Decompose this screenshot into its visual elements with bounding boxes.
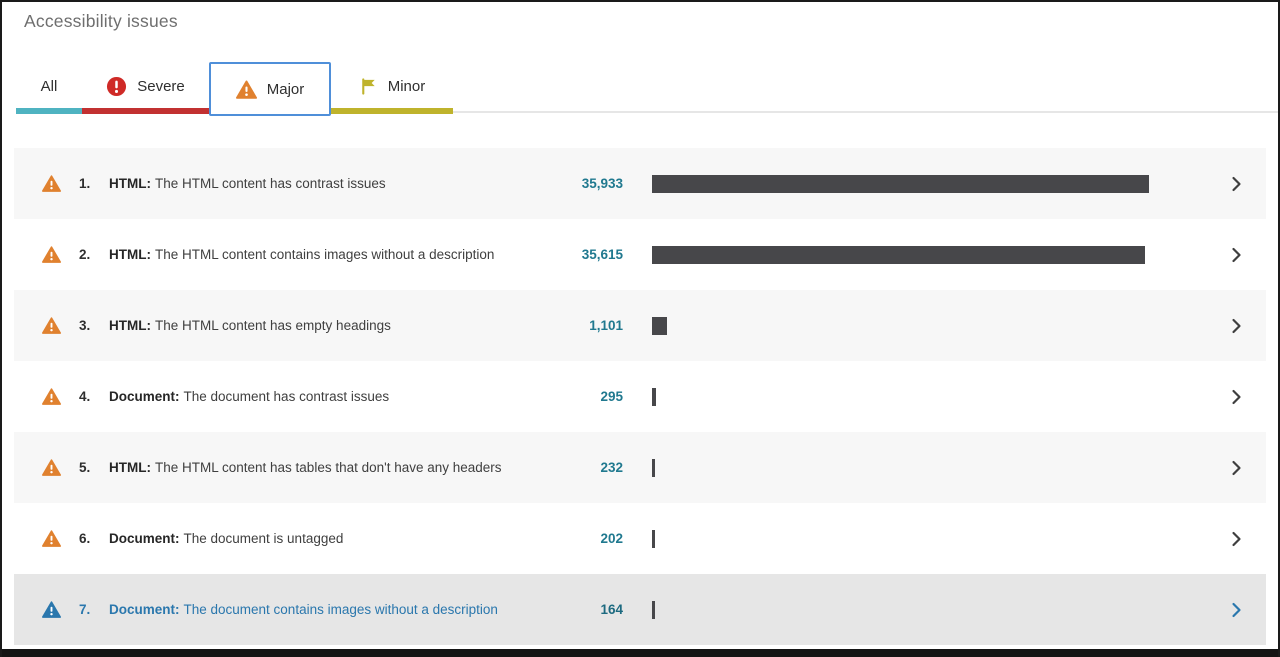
tabbar-baseline <box>453 111 1278 113</box>
warning-triangle-icon <box>42 317 62 334</box>
warning-triangle-icon <box>42 459 62 476</box>
issue-bar-track <box>652 245 1152 264</box>
issue-bar-track <box>652 174 1152 193</box>
bottom-bar <box>2 649 1278 657</box>
issue-count: 35,615 <box>581 247 623 262</box>
issue-row[interactable]: 6. Document: The document is untagged 202 <box>14 503 1266 574</box>
issue-count: 295 <box>600 389 623 404</box>
issue-description: HTML: The HTML content contains images wi… <box>109 247 547 262</box>
issue-row[interactable]: 7. Document: The document contains images… <box>14 574 1266 645</box>
issue-category: HTML: <box>109 247 151 262</box>
warning-triangle-icon <box>42 246 62 263</box>
issue-row[interactable]: 3. HTML: The HTML content has empty headi… <box>14 290 1266 361</box>
issue-category: HTML: <box>109 318 151 333</box>
issue-row[interactable]: 5. HTML: The HTML content has tables that… <box>14 432 1266 503</box>
issue-rank: 3. <box>79 318 91 333</box>
issue-category: HTML: <box>109 460 151 475</box>
issue-row[interactable]: 1. HTML: The HTML content has contrast is… <box>14 148 1266 219</box>
issue-description: Document: The document has contrast issue… <box>109 389 547 404</box>
issue-category: Document: <box>109 531 180 546</box>
issue-text: The HTML content contains images without… <box>154 247 495 262</box>
issue-bar-track <box>652 458 1152 477</box>
issue-bar <box>652 529 655 548</box>
tab-severe-label: Severe <box>137 77 185 95</box>
issue-count: 232 <box>600 460 623 475</box>
panel-title: Accessibility issues <box>24 11 178 31</box>
chevron-right-icon[interactable] <box>1231 531 1242 547</box>
tab-severe[interactable]: Severe <box>82 64 209 114</box>
issue-bar <box>652 387 656 406</box>
warning-triangle-icon <box>42 175 62 192</box>
issue-count: 164 <box>600 602 623 617</box>
chevron-right-icon[interactable] <box>1231 247 1242 263</box>
issue-bar-track <box>652 529 1152 548</box>
chevron-right-icon[interactable] <box>1231 602 1242 618</box>
tab-minor[interactable]: Minor <box>331 64 453 114</box>
severity-tabbar: All Severe Major <box>2 58 1278 116</box>
issue-category: Document: <box>109 602 180 617</box>
issue-rank: 7. <box>79 602 91 617</box>
issue-bar-track <box>652 387 1152 406</box>
tab-all-label: All <box>40 77 58 95</box>
severe-exclamation-circle-icon <box>106 76 127 97</box>
issue-text: The HTML content has empty headings <box>154 318 391 333</box>
chevron-right-icon[interactable] <box>1231 176 1242 192</box>
issue-category: Document: <box>109 389 180 404</box>
issue-rank: 1. <box>79 176 91 191</box>
tab-major-label: Major <box>266 80 305 98</box>
issue-rank: 5. <box>79 460 91 475</box>
chevron-right-icon[interactable] <box>1231 460 1242 476</box>
tab-minor-label: Minor <box>387 77 426 95</box>
issue-description: HTML: The HTML content has contrast issue… <box>109 176 547 191</box>
issue-count: 202 <box>600 531 623 546</box>
issues-list: 1. HTML: The HTML content has contrast is… <box>14 148 1266 645</box>
major-warning-triangle-icon <box>235 79 257 99</box>
issue-bar <box>652 245 1145 264</box>
warning-triangle-icon <box>42 530 62 547</box>
issue-description: Document: The document contains images wi… <box>109 602 547 617</box>
issue-count: 1,101 <box>589 318 623 333</box>
warning-triangle-icon <box>42 601 62 618</box>
issue-bar <box>652 600 655 619</box>
issue-description: HTML: The HTML content has empty headings <box>109 318 547 333</box>
chevron-right-icon[interactable] <box>1231 389 1242 405</box>
issue-bar-track <box>652 600 1152 619</box>
chevron-right-icon[interactable] <box>1231 318 1242 334</box>
issue-bar <box>652 316 667 335</box>
issue-bar-track <box>652 316 1152 335</box>
issue-text: The HTML content has tables that don't h… <box>154 460 502 475</box>
tab-major[interactable]: Major <box>209 62 331 116</box>
issue-count: 35,933 <box>581 176 623 191</box>
issue-rank: 4. <box>79 389 91 404</box>
issue-row[interactable]: 4. Document: The document has contrast is… <box>14 361 1266 432</box>
issue-bar <box>652 458 655 477</box>
issue-text: The document contains images without a d… <box>183 602 498 617</box>
issue-text: The document has contrast issues <box>183 389 390 404</box>
warning-triangle-icon <box>42 388 62 405</box>
issue-rank: 2. <box>79 247 91 262</box>
issue-text: The document is untagged <box>183 531 344 546</box>
minor-flag-icon <box>359 77 378 96</box>
issue-bar <box>652 174 1149 193</box>
tab-all[interactable]: All <box>16 64 82 114</box>
issue-text: The HTML content has contrast issues <box>154 176 386 191</box>
issue-description: Document: The document is untagged <box>109 531 547 546</box>
issue-row[interactable]: 2. HTML: The HTML content contains images… <box>14 219 1266 290</box>
issue-rank: 6. <box>79 531 91 546</box>
issue-description: HTML: The HTML content has tables that do… <box>109 460 547 475</box>
issue-category: HTML: <box>109 176 151 191</box>
